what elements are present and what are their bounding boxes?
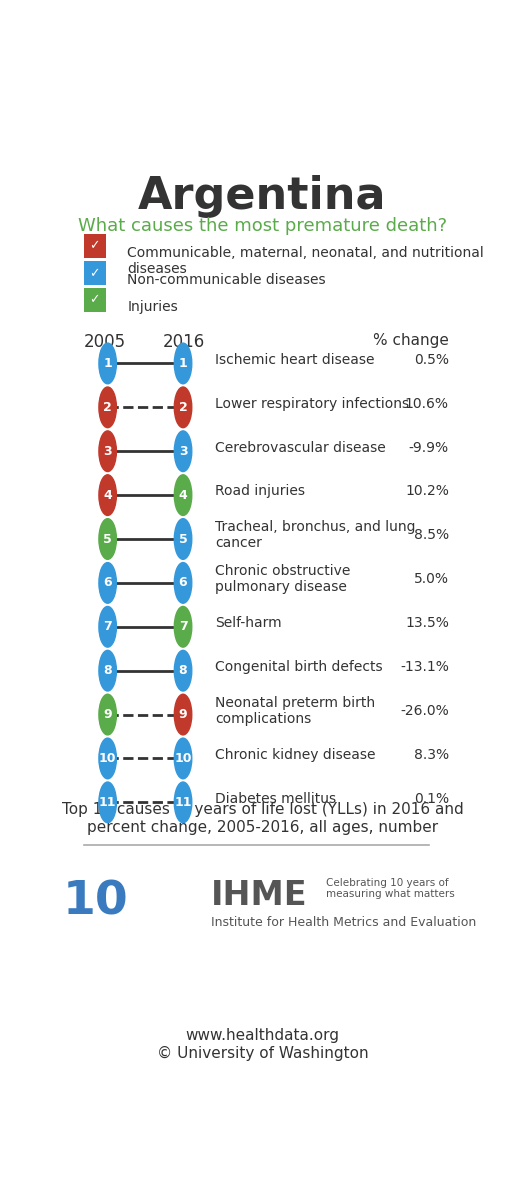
Text: 0.1%: 0.1% (414, 792, 449, 805)
Text: 2: 2 (103, 401, 112, 414)
Text: Road injuries: Road injuries (215, 485, 305, 498)
Text: Ischemic heart disease: Ischemic heart disease (215, 353, 374, 367)
Text: 8.5%: 8.5% (414, 528, 449, 542)
FancyBboxPatch shape (84, 262, 105, 286)
Circle shape (174, 695, 192, 734)
Text: Institute for Health Metrics and Evaluation: Institute for Health Metrics and Evaluat… (211, 917, 476, 929)
Text: 3: 3 (179, 445, 187, 457)
Circle shape (99, 343, 116, 384)
Circle shape (99, 695, 116, 734)
Text: IHME: IHME (211, 878, 307, 912)
Circle shape (99, 431, 116, 472)
Text: 2005: 2005 (84, 332, 126, 350)
Circle shape (99, 388, 116, 427)
Text: 2016: 2016 (163, 332, 205, 350)
Text: -26.0%: -26.0% (400, 704, 449, 718)
Text: 6: 6 (103, 576, 112, 589)
Text: Non-communicable diseases: Non-communicable diseases (127, 274, 326, 287)
Text: Congenital birth defects: Congenital birth defects (215, 660, 382, 674)
Text: 4: 4 (103, 488, 112, 502)
Text: ✓: ✓ (89, 239, 100, 252)
Text: What causes the most premature death?: What causes the most premature death? (78, 217, 447, 235)
Text: Self-harm: Self-harm (215, 616, 282, 630)
Text: 5.0%: 5.0% (414, 572, 449, 587)
Text: % change: % change (373, 332, 449, 348)
Text: Lower respiratory infections: Lower respiratory infections (215, 397, 409, 410)
Text: 10.2%: 10.2% (405, 485, 449, 498)
Text: ✓: ✓ (89, 293, 100, 306)
Text: 13.5%: 13.5% (405, 616, 449, 630)
Text: Tracheal, bronchus, and lung
cancer: Tracheal, bronchus, and lung cancer (215, 521, 415, 551)
Text: Diabetes mellitus: Diabetes mellitus (215, 792, 336, 805)
Text: 0.5%: 0.5% (414, 353, 449, 367)
Text: ✓: ✓ (89, 266, 100, 280)
Text: 8: 8 (103, 664, 112, 677)
Text: 1: 1 (103, 356, 112, 370)
Circle shape (174, 431, 192, 472)
Text: Celebrating 10 years of
measuring what matters: Celebrating 10 years of measuring what m… (326, 877, 455, 899)
Text: 6: 6 (179, 576, 187, 589)
Text: 2: 2 (179, 401, 187, 414)
FancyBboxPatch shape (84, 288, 105, 312)
Text: Chronic obstructive
pulmonary disease: Chronic obstructive pulmonary disease (215, 564, 350, 594)
Circle shape (174, 388, 192, 427)
Circle shape (99, 606, 116, 647)
Text: 9: 9 (103, 708, 112, 721)
Text: -9.9%: -9.9% (409, 440, 449, 455)
Text: Top 10 causes of years of life lost (YLLs) in 2016 and
percent change, 2005-2016: Top 10 causes of years of life lost (YLL… (61, 803, 463, 835)
Text: 10: 10 (174, 752, 192, 764)
Text: 11: 11 (99, 796, 116, 809)
FancyBboxPatch shape (84, 234, 105, 258)
Circle shape (99, 518, 116, 559)
Text: 8: 8 (179, 664, 187, 677)
Text: 10: 10 (63, 880, 129, 925)
Text: Neonatal preterm birth
complications: Neonatal preterm birth complications (215, 696, 375, 726)
Circle shape (99, 782, 116, 823)
Text: -13.1%: -13.1% (400, 660, 449, 674)
Circle shape (99, 475, 116, 516)
Text: Injuries: Injuries (127, 300, 178, 313)
Text: 1: 1 (179, 356, 187, 370)
Text: Communicable, maternal, neonatal, and nutritional
diseases: Communicable, maternal, neonatal, and nu… (127, 246, 484, 276)
Text: 9: 9 (179, 708, 187, 721)
Circle shape (99, 563, 116, 604)
Text: Argentina: Argentina (138, 175, 387, 217)
Circle shape (174, 343, 192, 384)
Circle shape (174, 518, 192, 559)
Text: © University of Washington: © University of Washington (157, 1046, 368, 1062)
Text: 7: 7 (103, 620, 112, 634)
Text: 4: 4 (179, 488, 187, 502)
Text: Chronic kidney disease: Chronic kidney disease (215, 748, 375, 762)
Circle shape (174, 606, 192, 647)
Circle shape (174, 475, 192, 516)
Circle shape (174, 650, 192, 691)
Text: 8.3%: 8.3% (414, 748, 449, 762)
Text: 11: 11 (174, 796, 192, 809)
Circle shape (99, 738, 116, 779)
Text: 3: 3 (103, 445, 112, 457)
Text: Cerebrovascular disease: Cerebrovascular disease (215, 440, 386, 455)
Text: 10: 10 (99, 752, 116, 764)
Circle shape (174, 738, 192, 779)
Text: 5: 5 (179, 533, 187, 546)
Circle shape (174, 563, 192, 604)
Text: 5: 5 (103, 533, 112, 546)
Text: 10.6%: 10.6% (405, 397, 449, 410)
Text: 7: 7 (179, 620, 187, 634)
Circle shape (174, 782, 192, 823)
Circle shape (99, 650, 116, 691)
Text: www.healthdata.org: www.healthdata.org (185, 1028, 339, 1043)
